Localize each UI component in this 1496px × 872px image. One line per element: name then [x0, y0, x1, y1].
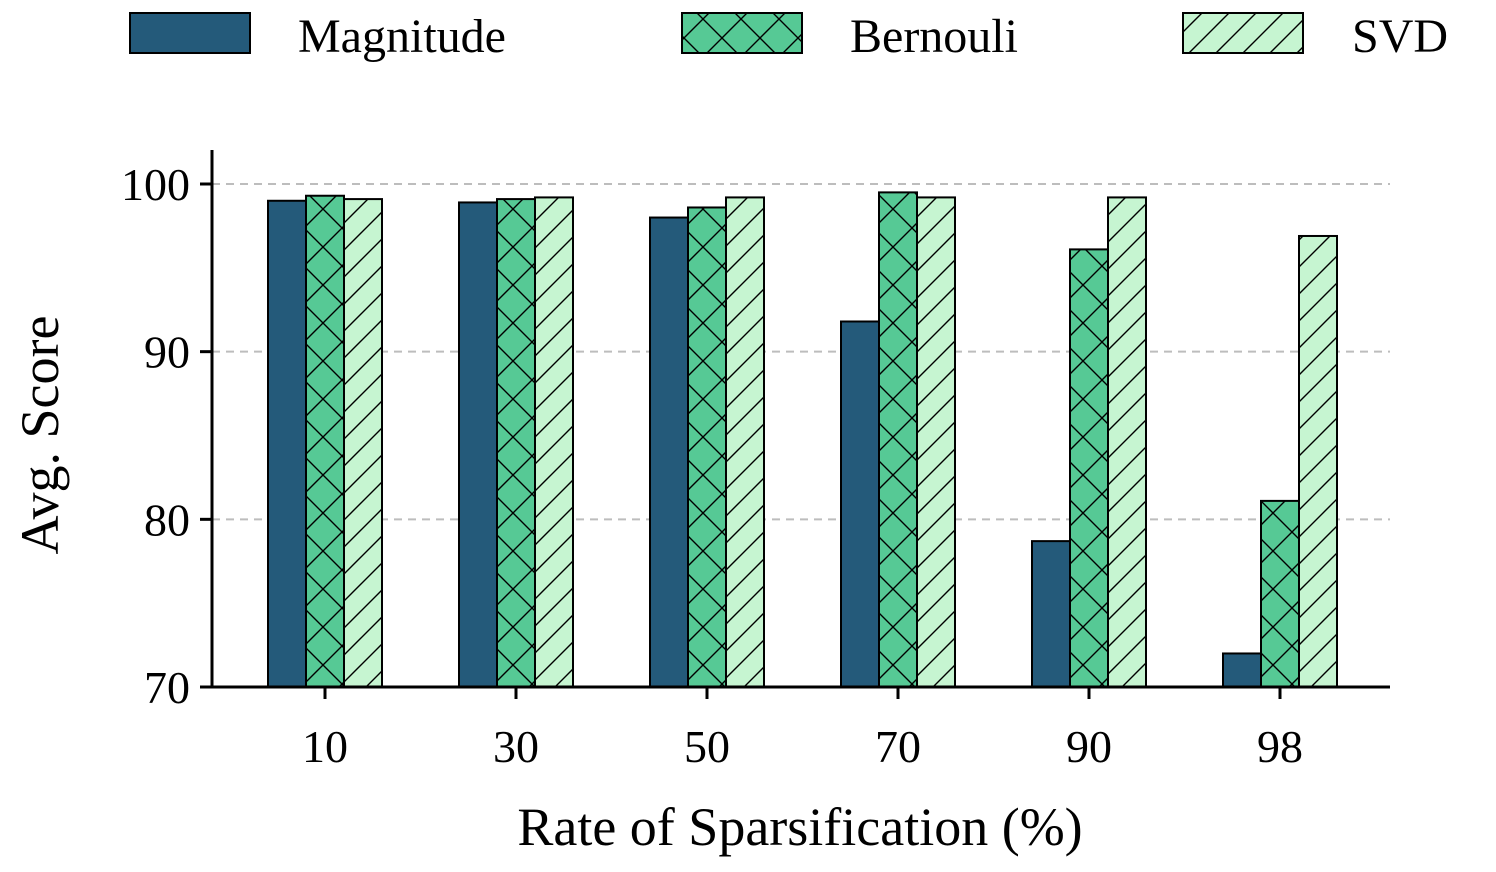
- bar-pattern: [726, 197, 764, 687]
- legend-item-svd: SVD: [1182, 10, 1448, 63]
- y-tick-label: 80: [144, 494, 190, 545]
- legend-swatch-outline: [129, 12, 251, 54]
- bar-pattern: [344, 199, 382, 687]
- bar-pattern: [917, 197, 955, 687]
- legend-label: SVD: [1352, 10, 1448, 63]
- legend: Magnitude Bernouli SVD: [129, 10, 1448, 63]
- bar-magnitude-50: [650, 217, 688, 688]
- bar-pattern: [1070, 249, 1108, 687]
- x-ticks: 10 30 50 70 90 98: [302, 687, 1303, 772]
- bar-magnitude-70: [841, 321, 879, 687]
- legend-swatch-pattern: [1183, 13, 1303, 53]
- x-tick-label: 30: [493, 721, 539, 772]
- legend-swatch-pattern: [682, 13, 802, 53]
- x-tick-label: 50: [684, 721, 730, 772]
- legend-swatch: [130, 13, 250, 53]
- y-tick-label: 70: [144, 662, 190, 713]
- legend-label: Bernouli: [850, 10, 1018, 63]
- bar-pattern: [535, 197, 573, 687]
- y-ticks: 70 80 90 100: [121, 159, 212, 713]
- x-tick-label: 90: [1066, 721, 1112, 772]
- bar-magnitude-10: [268, 200, 306, 687]
- grid-lines: [212, 183, 1390, 521]
- bar-pattern: [1108, 197, 1146, 687]
- bar-magnitude-98: [1223, 653, 1261, 687]
- x-tick-label: 70: [875, 721, 921, 772]
- y-axis-title: Avg. Score: [10, 316, 70, 555]
- bar-pattern: [1299, 235, 1337, 687]
- bars: [267, 191, 1338, 689]
- bar-pattern: [688, 207, 726, 687]
- bar-pattern: [1261, 500, 1299, 687]
- bar-pattern: [879, 192, 917, 687]
- axes: [210, 150, 1390, 689]
- y-tick-label: 100: [121, 159, 190, 210]
- x-tick-label: 10: [302, 721, 348, 772]
- legend-swatch-outline: [1182, 12, 1304, 54]
- legend-label: Magnitude: [298, 10, 506, 63]
- y-tick-label: 90: [144, 327, 190, 378]
- bar-pattern: [497, 199, 535, 687]
- legend-item-bernouli: Bernouli: [681, 10, 1018, 63]
- bar-magnitude-30: [459, 202, 497, 687]
- legend-item-magnitude: Magnitude: [129, 10, 506, 63]
- legend-swatch-outline: [681, 12, 803, 54]
- x-tick-label: 98: [1257, 721, 1303, 772]
- bar-pattern: [306, 195, 344, 687]
- bar-magnitude-90: [1032, 541, 1070, 687]
- x-axis-title: Rate of Sparsification (%): [517, 797, 1082, 857]
